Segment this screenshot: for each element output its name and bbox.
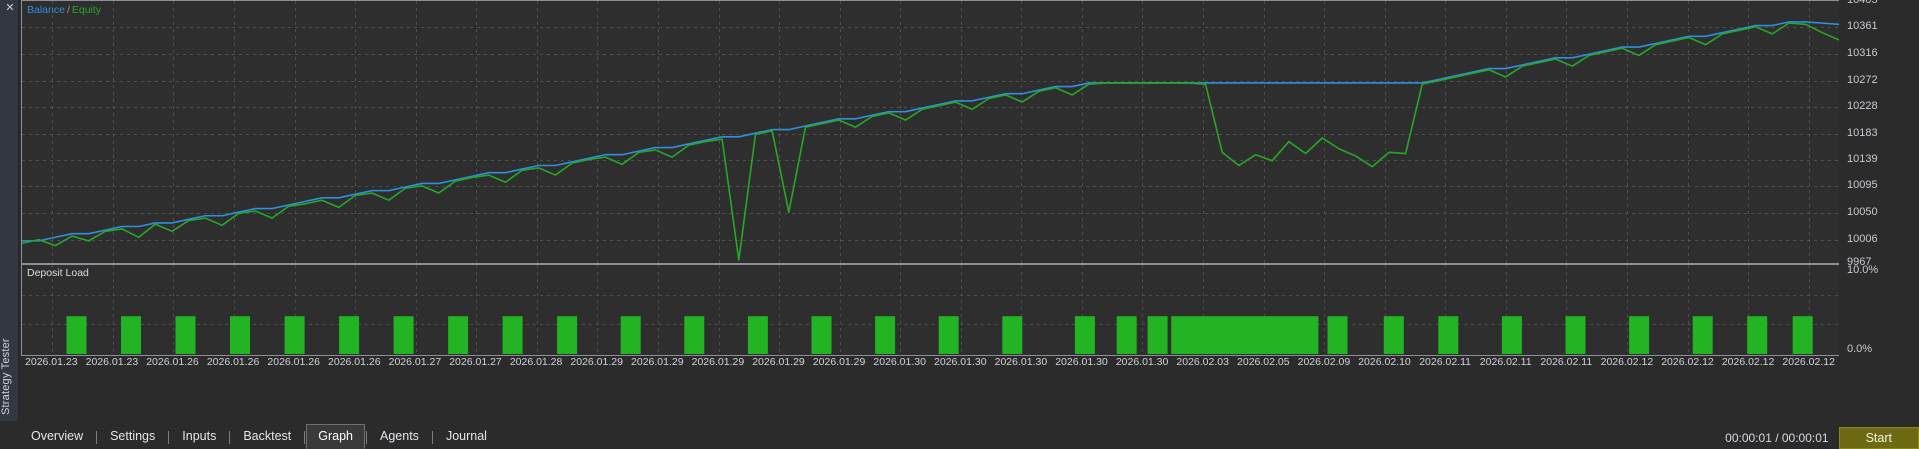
tab-journal[interactable]: Journal <box>445 429 487 443</box>
tab-separator <box>304 431 306 444</box>
tab-separator <box>96 431 98 444</box>
x-axis-tick: 2026.01.29 <box>752 356 805 368</box>
tab-list: Overview Settings Inputs Backtest Graph Agent… <box>19 424 499 449</box>
x-axis-tick: 2026.01.26 <box>328 356 381 368</box>
tab-agents[interactable]: Agents <box>380 429 419 443</box>
panel-title: Strategy Tester <box>0 338 12 415</box>
y-axis-tick: 10361 <box>1847 20 1878 33</box>
y-axis-tick: 10050 <box>1847 206 1878 219</box>
y-axis-tick: 10095 <box>1847 179 1878 192</box>
y-axis-tick: 10006 <box>1847 232 1878 245</box>
x-axis-tick: 2026.01.29 <box>570 356 623 368</box>
x-axis-tick: 2026.01.26 <box>267 356 320 368</box>
deposit-load-title: Deposit Load <box>27 267 89 279</box>
elapsed-timer: 00:00:01 / 00:00:01 <box>1725 431 1829 445</box>
chart-stack: Balance / Equity Deposit Load 2026.01.23 20… <box>19 0 1919 421</box>
x-axis-tick: 2026.01.28 <box>509 356 563 368</box>
legend-separator: / <box>66 4 70 16</box>
x-axis-tick: 2026.02.11 <box>1540 356 1593 368</box>
x-axis-tick: 2026.02.11 <box>1479 356 1532 368</box>
x-axis-tick: 2026.01.30 <box>1055 356 1108 368</box>
y-axis-tick: 9967 <box>1847 256 1872 268</box>
y-axis: 10405 10361 10316 10272 10228 10183 10139 10095… <box>1839 0 1919 421</box>
x-axis-tick: 2026.01.30 <box>994 356 1048 368</box>
tab-backtest[interactable]: Backtest <box>243 429 292 443</box>
y-axis-tick: 10272 <box>1847 73 1878 86</box>
x-axis-tick: 2026.02.12 <box>1782 356 1835 368</box>
tab-separator <box>168 431 170 444</box>
x-axis-tick: 2026.02.12 <box>1661 356 1714 368</box>
deposit-load-max-tick: 10.0% <box>1847 264 1879 276</box>
x-axis-tick: 2026.01.27 <box>388 356 442 368</box>
tab-separator <box>431 431 433 444</box>
deposit-load-bars <box>66 316 1813 354</box>
x-axis-tick: 2026.02.05 <box>1237 356 1290 368</box>
close-icon[interactable]: ✕ <box>5 2 15 14</box>
tab-bar: Overview Settings Inputs Backtest Graph Agent… <box>0 421 1919 449</box>
x-axis-tick: 2026.02.03 <box>1176 356 1229 368</box>
x-axis-tick: 2026.01.29 <box>691 356 745 368</box>
tab-overview[interactable]: Overview <box>31 429 84 443</box>
status-bar: 00:00:01 / 00:00:01 Start <box>1725 427 1919 449</box>
tester-body: ✕ Strategy Tester Balance / Equity Deposit… <box>0 0 1919 421</box>
deposit-load-min-tick: 0.0% <box>1847 343 1873 355</box>
x-axis-tick: 2026.01.26 <box>146 356 199 368</box>
left-rail: ✕ Strategy Tester <box>0 0 19 421</box>
x-axis-tick: 2026.02.12 <box>1721 356 1775 368</box>
y-axis-tick: 10228 <box>1847 99 1878 112</box>
x-axis-tick: 2026.02.12 <box>1600 356 1654 368</box>
x-axis-tick: 2026.01.29 <box>631 356 684 368</box>
x-axis-tick: 2026.01.27 <box>449 356 502 368</box>
legend-balance: Balance <box>27 4 65 16</box>
deposit-load-plot[interactable]: Deposit Load <box>21 264 1839 356</box>
legend-equity: Equity <box>71 4 102 16</box>
tab-settings[interactable]: Settings <box>110 429 156 443</box>
y-axis-tick: 10405 <box>1847 0 1878 6</box>
x-axis-tick: 2026.02.11 <box>1419 356 1471 368</box>
y-axis-tick: 10316 <box>1847 47 1878 60</box>
x-axis-tick: 2026.01.30 <box>934 356 987 368</box>
x-axis-tick: 2026.01.30 <box>1115 356 1169 368</box>
x-axis-tick: 2026.01.30 <box>873 356 926 368</box>
tab-separator <box>366 431 368 444</box>
tab-inputs[interactable]: Inputs <box>182 429 217 443</box>
x-axis-tick: 2026.01.26 <box>206 356 260 368</box>
x-axis-tick: 2026.01.29 <box>812 356 866 368</box>
chart-legend: Balance / Equity <box>27 4 101 16</box>
x-axis-tick: 2026.01.23 <box>25 356 78 368</box>
y-axis-tick: 10139 <box>1847 153 1878 166</box>
tab-graph[interactable]: Graph <box>306 424 366 449</box>
tab-separator <box>229 431 231 444</box>
start-button[interactable]: Start <box>1838 427 1919 449</box>
x-axis-tick: 2026.02.09 <box>1297 356 1351 368</box>
x-axis: 2026.01.23 2026.01.23 2026.01.26 2026.01.26… <box>21 356 1839 371</box>
chart-gridlines <box>22 1 1839 263</box>
balance-equity-plot[interactable]: Balance / Equity <box>21 0 1839 264</box>
deposit-load-gridlines <box>22 265 1839 355</box>
x-axis-tick: 2026.02.10 <box>1358 356 1411 368</box>
x-axis-tick: 2026.01.23 <box>85 356 139 368</box>
chart-series <box>22 21 1839 261</box>
y-axis-tick: 10183 <box>1847 126 1878 139</box>
